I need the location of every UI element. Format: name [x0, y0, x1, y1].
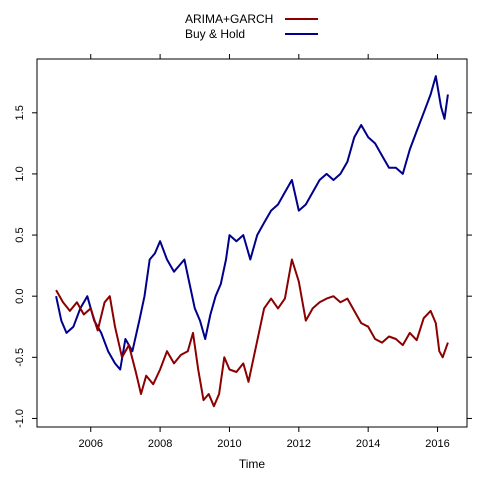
x-tick-label: 2012 [287, 438, 311, 450]
x-tick-label: 2008 [148, 438, 172, 450]
y-tick-label: 0.5 [14, 227, 26, 242]
legend-label-buy-hold: Buy & Hold [185, 27, 245, 41]
y-tick-label: 1.5 [14, 105, 26, 120]
x-tick-label: 2010 [217, 438, 241, 450]
x-tick-label: 2016 [425, 438, 449, 450]
x-tick-label: 2006 [79, 438, 103, 450]
plot-frame [36, 58, 468, 428]
axis-layer: 2006 2008 2010 2012 2014 2016 -1.0 -0.5 0.0 0.5 1.… [14, 54, 472, 450]
x-axis-label: Time [239, 457, 266, 471]
x-tick-label: 2014 [356, 438, 380, 450]
legend-label-arima-garch: ARIMA+GARCH [185, 12, 273, 26]
series-layer [55, 75, 449, 408]
y-tick-label: 1.0 [14, 166, 26, 181]
y-tick-label: -0.5 [14, 348, 26, 367]
y-tick-label: -1.0 [14, 409, 26, 428]
series-line-arima-garch [55, 258, 449, 408]
y-tick-label: 0.0 [14, 289, 26, 304]
